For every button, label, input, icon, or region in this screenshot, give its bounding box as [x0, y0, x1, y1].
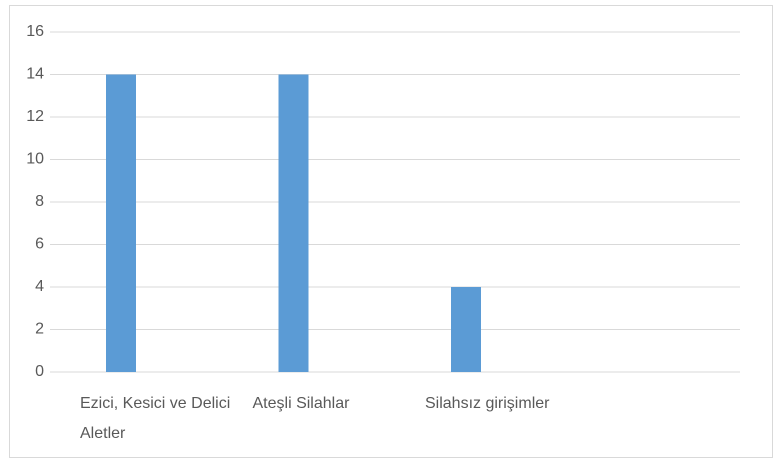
bar	[278, 74, 309, 372]
x-tick-label: Ateşli Silahlar	[252, 395, 350, 412]
y-tick-label: 2	[35, 321, 44, 338]
y-tick-label: 4	[35, 278, 44, 295]
bar	[451, 287, 481, 372]
y-tick-label: 6	[35, 236, 44, 253]
bar	[106, 74, 136, 372]
y-tick-label: 16	[26, 23, 44, 40]
x-tick-label: Silahsız girişimler	[425, 395, 550, 412]
y-tick-label: 10	[26, 151, 44, 168]
x-tick-label: Ezici, Kesici ve Delici Aletler	[80, 395, 231, 442]
y-tick-label: 0	[35, 363, 44, 380]
y-tick-label: 8	[35, 193, 44, 210]
y-tick-label: 12	[26, 108, 44, 125]
y-tick-label: 14	[26, 66, 44, 83]
chart-border	[9, 5, 773, 458]
